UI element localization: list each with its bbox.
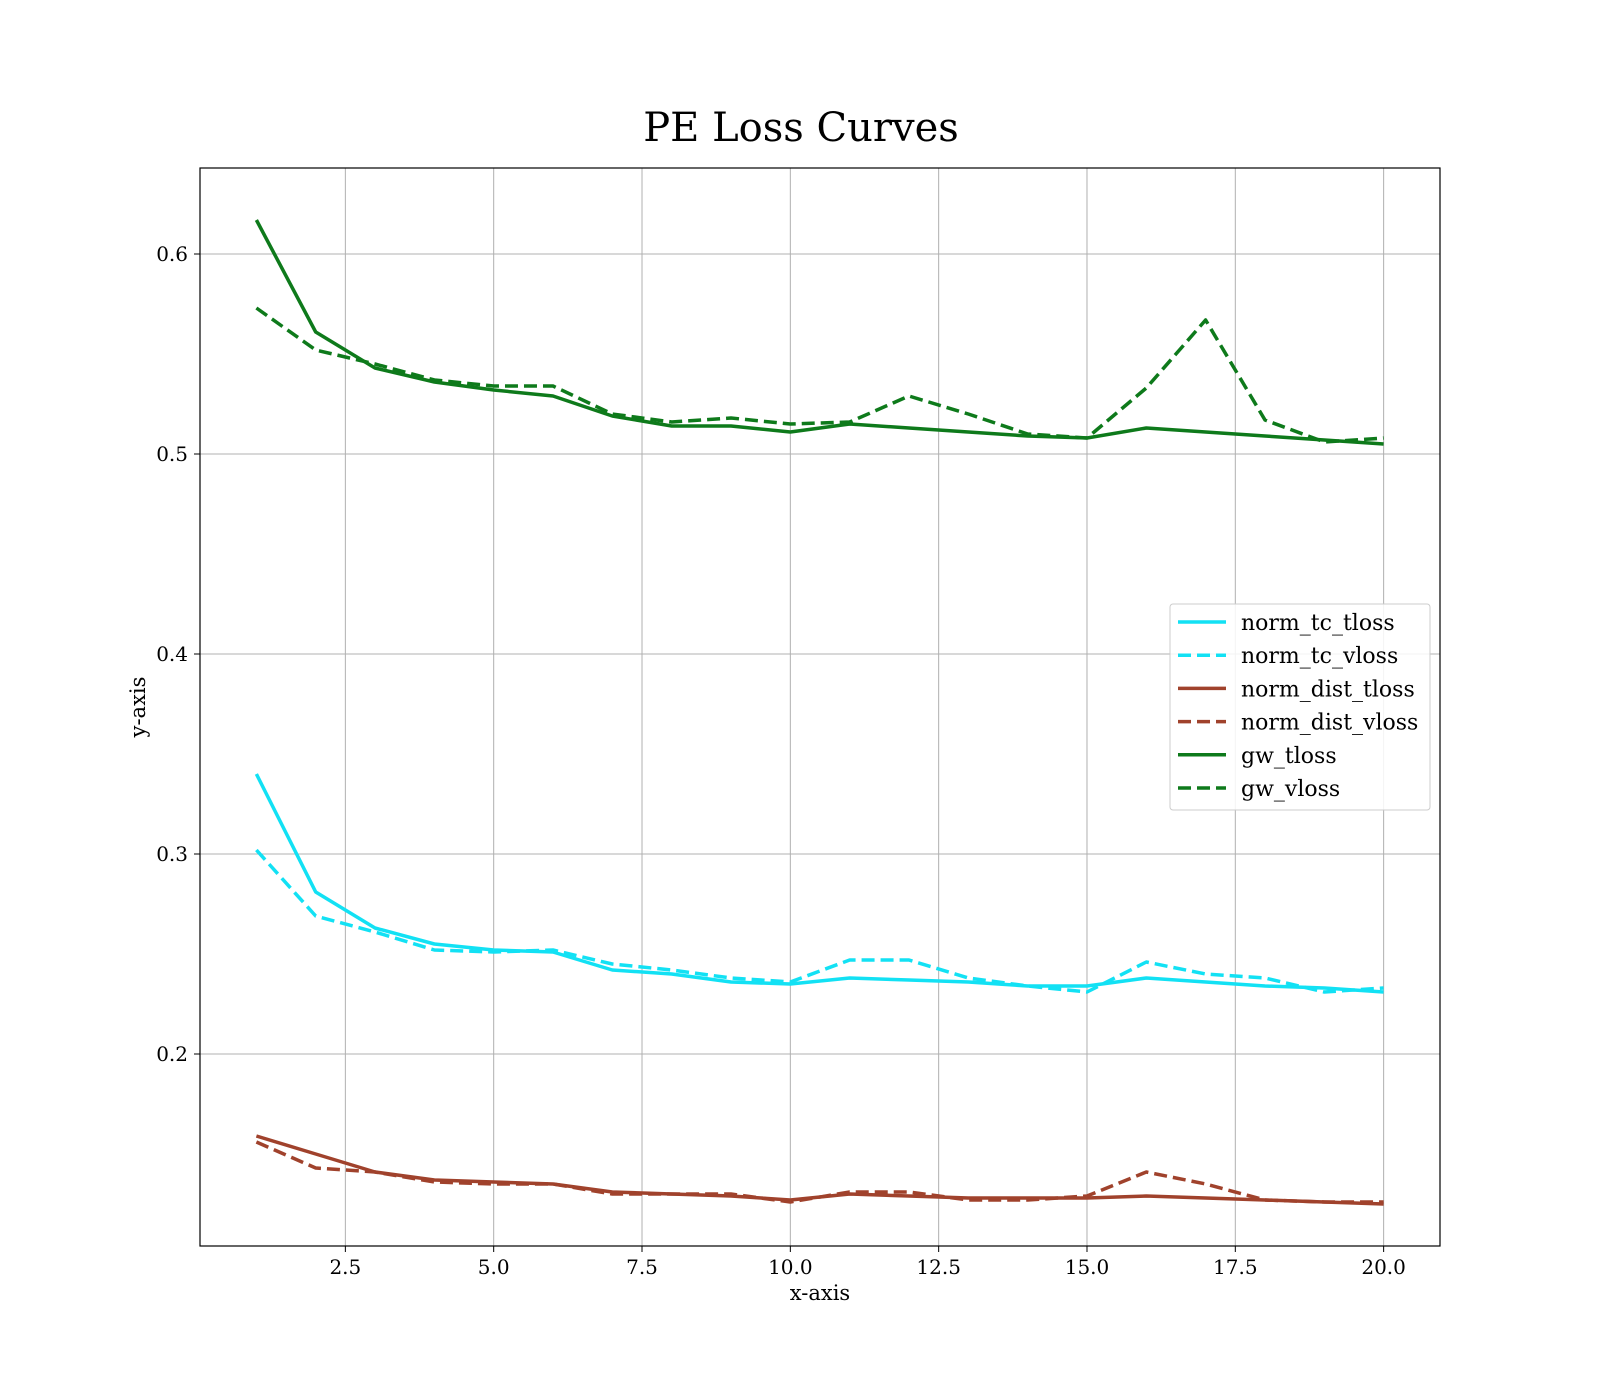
series-line-norm_dist_vloss bbox=[255, 1140, 1384, 1204]
y-tick-label: 0.3 bbox=[156, 842, 188, 866]
series-line-gw_vloss bbox=[255, 306, 1384, 444]
y-axis-label: y-axis bbox=[126, 677, 150, 739]
x-tick-label: 5.0 bbox=[478, 1255, 510, 1279]
y-tick-label: 0.4 bbox=[156, 642, 188, 666]
chart-title: PE Loss Curves bbox=[643, 105, 959, 151]
legend-label: gw_vloss bbox=[1241, 777, 1340, 802]
x-tick-label: 2.5 bbox=[329, 1255, 361, 1279]
x-tick-label: 7.5 bbox=[626, 1255, 658, 1279]
series-line-norm_tc_tloss bbox=[254, 773, 1384, 994]
series-line-gw_tloss bbox=[254, 219, 1384, 446]
legend-box bbox=[1169, 603, 1431, 811]
legend-label: norm_tc_tloss bbox=[1241, 611, 1395, 636]
legend: norm_tc_tloss norm_tc_vloss norm_dist_tlos… bbox=[1169, 603, 1431, 811]
legend-label: norm_dist_vloss bbox=[1241, 711, 1418, 736]
x-axis-ticks: 2.5 5.0 7.5 10.0 12.5 15.0 17.5 20.0 bbox=[329, 1246, 1406, 1279]
y-tick-label: 0.6 bbox=[156, 242, 188, 266]
legend-label: norm_dist_tloss bbox=[1241, 677, 1415, 702]
plot-area-frame bbox=[199, 167, 1441, 1247]
legend-label: norm_tc_vloss bbox=[1241, 644, 1398, 669]
x-tick-label: 20.0 bbox=[1361, 1255, 1406, 1279]
x-axis-label: x-axis bbox=[790, 1281, 850, 1305]
y-tick-label: 0.5 bbox=[156, 442, 188, 466]
legend-label: gw_tloss bbox=[1241, 744, 1337, 769]
x-tick-label: 15.0 bbox=[1065, 1255, 1110, 1279]
x-tick-label: 10.0 bbox=[768, 1255, 813, 1279]
series-lines bbox=[254, 219, 1384, 1206]
x-tick-label: 17.5 bbox=[1213, 1255, 1258, 1279]
y-axis-ticks: 0.2 0.3 0.4 0.5 0.6 bbox=[156, 242, 200, 1066]
y-tick-label: 0.2 bbox=[156, 1042, 188, 1066]
series-line-norm_tc_vloss bbox=[255, 848, 1384, 994]
x-tick-label: 12.5 bbox=[916, 1255, 961, 1279]
